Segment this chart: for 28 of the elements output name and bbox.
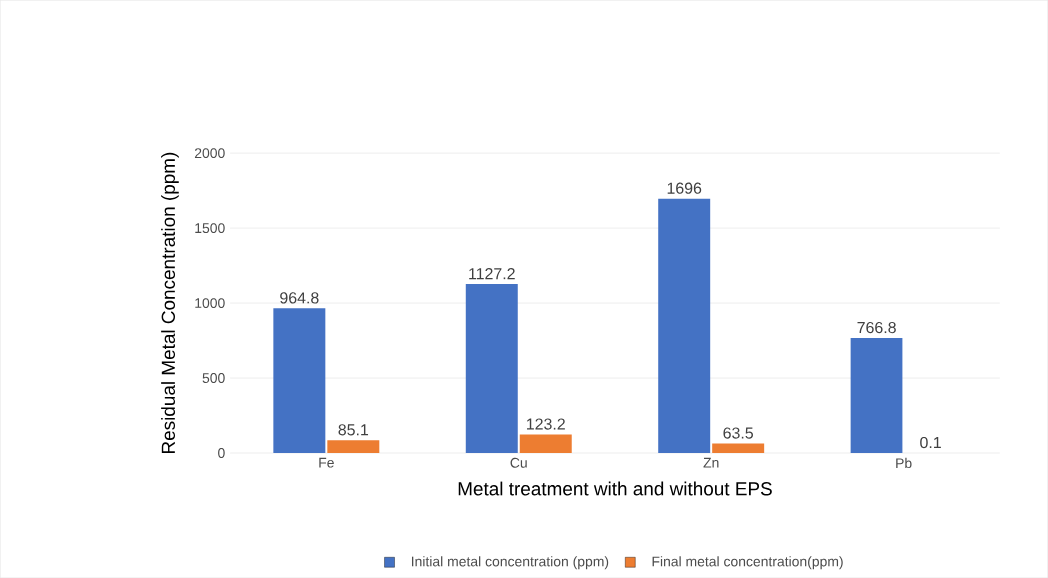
- y-tick-label: 500: [202, 373, 225, 383]
- bar: [273, 308, 326, 453]
- bar: [712, 443, 765, 453]
- y-tick-label: 1500: [195, 223, 225, 233]
- data-label: 1127.2: [469, 267, 515, 280]
- data-label: 0.1: [920, 436, 941, 449]
- y-tick-label: 2000: [194, 148, 225, 158]
- data-label: 1696: [667, 182, 702, 194]
- x-tick-label: Pb: [896, 457, 912, 469]
- x-tick-label: Fe: [319, 457, 334, 468]
- y-tick-label: 0: [218, 447, 225, 458]
- data-label: 85.1: [338, 424, 369, 436]
- x-axis-title: Metal treatment with and without EPS: [458, 481, 772, 496]
- bar: [658, 198, 711, 453]
- data-label: 766.8: [857, 321, 896, 334]
- x-tick-label: Cu: [510, 457, 527, 468]
- data-label: 964.8: [280, 292, 319, 304]
- bar: [465, 283, 518, 453]
- y-axis-title: Residual Metal Concentration (ppm): [161, 152, 179, 453]
- bar: [519, 434, 572, 453]
- bar: [327, 440, 380, 453]
- legend-label: Initial metal concentration (ppm): [411, 556, 609, 570]
- data-label: 123.2: [527, 418, 565, 430]
- legend-label: Final metal concentration(ppm): [652, 556, 843, 570]
- y-tick-label: 1000: [195, 298, 225, 308]
- data-label: 63.5: [723, 427, 753, 439]
- bar: [850, 337, 903, 453]
- x-tick-label: Zn: [703, 457, 719, 468]
